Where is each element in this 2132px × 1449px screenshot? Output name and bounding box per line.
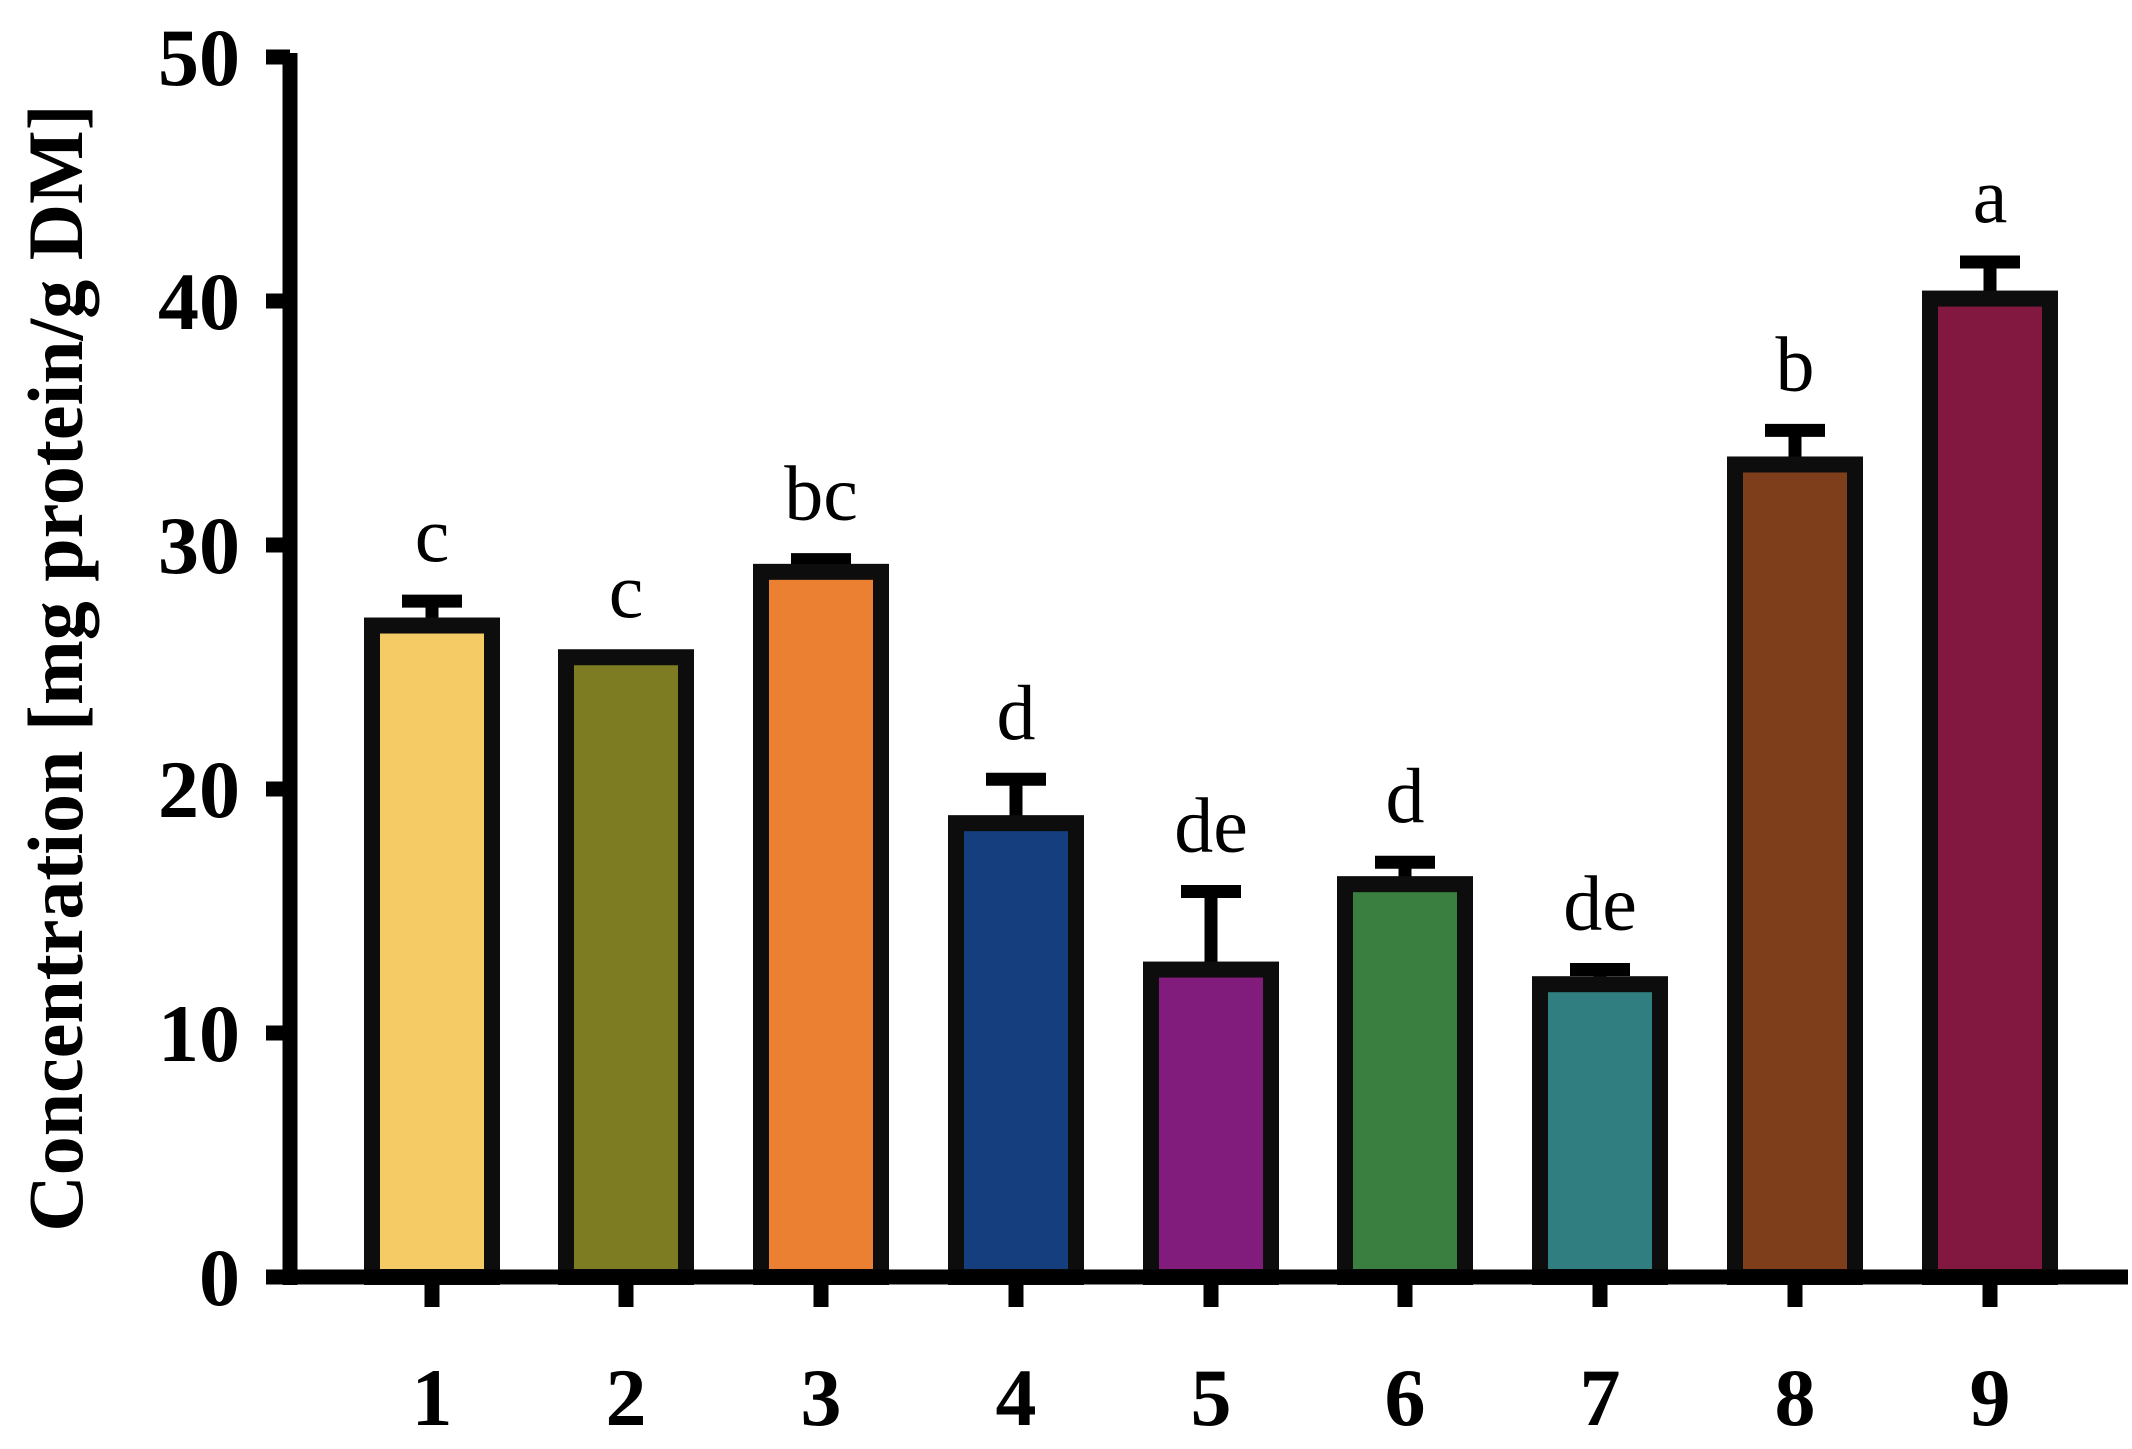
significance-label-2: c (609, 547, 644, 634)
y-tick-label-10: 10 (158, 988, 240, 1079)
y-tick-label-30: 30 (158, 500, 240, 591)
y-tick-label-50: 50 (158, 12, 240, 103)
bar-7 (1532, 976, 1668, 1285)
bar-3 (753, 563, 889, 1285)
bar-5 (1143, 961, 1279, 1285)
x-tick-label-4: 4 (996, 1352, 1037, 1443)
x-tick-label-6: 6 (1385, 1352, 1426, 1443)
significance-label-4: d (997, 669, 1036, 756)
bar-1 (364, 617, 500, 1285)
significance-label-6: d (1386, 752, 1425, 839)
bar-4 (948, 815, 1084, 1285)
significance-label-7: de (1563, 860, 1637, 947)
bar-8 (1727, 456, 1863, 1286)
significance-label-9: a (1973, 152, 2008, 239)
bar-6 (1337, 876, 1473, 1285)
y-axis-title: Concentration [mg protein/g DM] (12, 104, 99, 1231)
significance-label-8: b (1776, 320, 1815, 407)
significance-label-5: de (1174, 781, 1248, 868)
x-tick-label-3: 3 (801, 1352, 842, 1443)
y-tick-label-40: 40 (158, 256, 240, 347)
bar-2 (558, 649, 694, 1285)
axes-layer (266, 49, 2128, 1307)
bar-9 (1922, 290, 2058, 1285)
x-tick-label-5: 5 (1191, 1352, 1232, 1443)
bars-layer (364, 255, 2058, 1286)
x-tick-label-2: 2 (606, 1352, 647, 1443)
x-tick-label-1: 1 (412, 1352, 453, 1443)
labels-layer: c c bc d de d de b a 0 10 20 30 40 50 1 2 3 4 5 6 7 8 9 Concentr… (12, 12, 2011, 1443)
significance-label-3: bc (784, 450, 858, 537)
x-tick-label-7: 7 (1580, 1352, 1621, 1443)
y-tick-label-20: 20 (158, 744, 240, 835)
significance-label-1: c (415, 491, 450, 578)
x-tick-label-9: 9 (1970, 1352, 2011, 1443)
y-tick-label-0: 0 (199, 1232, 240, 1323)
x-tick-label-8: 8 (1775, 1352, 1816, 1443)
